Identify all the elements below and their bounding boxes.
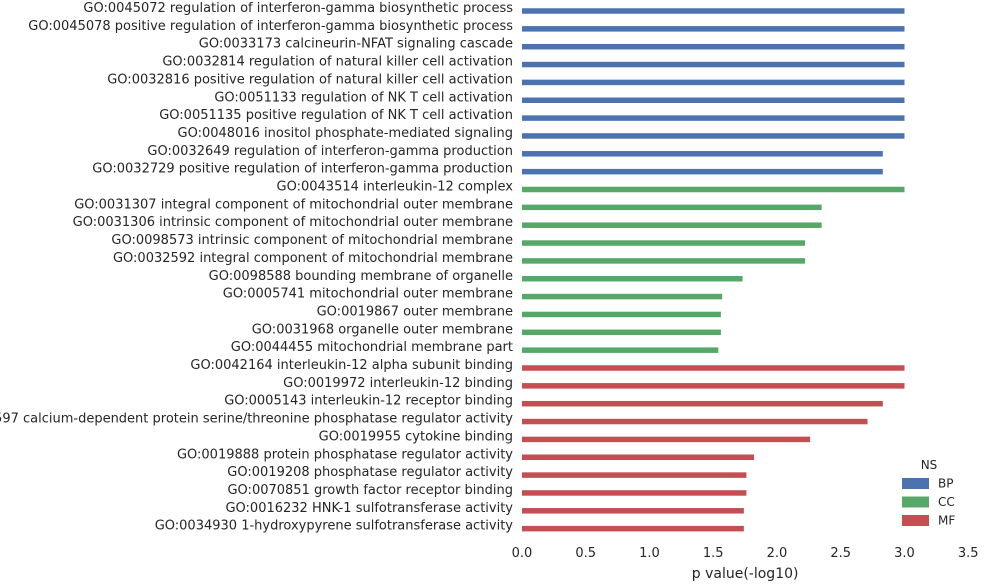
- legend-swatch-cc: [902, 496, 929, 508]
- category-label: GO:0031307 integral component of mitocho…: [74, 197, 513, 212]
- legend: NS BP CC MF: [902, 458, 955, 528]
- category-label: GO:0045078 positive regulation of interf…: [28, 19, 513, 34]
- bar: [522, 490, 747, 496]
- category-labels: GO:0045072 regulation of interferon-gamm…: [0, 1, 513, 534]
- category-label: GO:0032814 regulation of natural killer …: [162, 55, 513, 70]
- bar: [522, 61, 905, 68]
- bar: [522, 222, 822, 228]
- category-label: GO:0032816 positive regulation of natura…: [107, 72, 513, 87]
- bar: [522, 383, 905, 389]
- category-label: GO:0051133 regulation of NK T cell activ…: [214, 90, 513, 105]
- category-label: GO:0042164 interleukin-12 alpha subunit …: [190, 358, 513, 373]
- category-label: GO:0098588 bounding membrane of organell…: [209, 269, 513, 284]
- bar: [522, 133, 905, 139]
- category-label: GO:0031968 organelle outer membrane: [252, 322, 513, 337]
- bar: [522, 311, 721, 318]
- category-label: GO:0019888 protein phosphatase regulator…: [177, 447, 513, 462]
- bar: [522, 8, 905, 14]
- legend-label-mf: MF: [938, 514, 955, 528]
- category-label: GO:0019867 outer membrane: [317, 304, 513, 319]
- bar: [522, 258, 806, 264]
- category-label: GO:0048016 inositol phosphate-mediated s…: [178, 126, 513, 141]
- bar: [522, 454, 755, 460]
- bar: [522, 525, 744, 532]
- legend-label-cc: CC: [938, 495, 955, 509]
- x-axis-label: p value(-log10): [692, 566, 799, 582]
- x-tick-label: 2.0: [767, 546, 788, 561]
- category-label: GO:0043514 interleukin-12 complex: [277, 180, 514, 195]
- category-label: GO:0034930 1-hydroxypyrene sulfotransfer…: [155, 519, 514, 534]
- category-label: GO:0070851 growth factor receptor bindin…: [227, 483, 513, 498]
- bar: [522, 293, 723, 300]
- category-label: GO:0019972 interleukin-12 binding: [283, 376, 513, 391]
- legend-title: NS: [921, 458, 938, 472]
- bar: [522, 26, 905, 32]
- x-tick-label: 3.5: [958, 546, 979, 561]
- bar: [522, 115, 905, 121]
- bar: [522, 97, 905, 103]
- bar: [522, 329, 721, 336]
- bar: [522, 168, 883, 175]
- x-tick-label: 0.5: [575, 546, 596, 561]
- category-label: GO:0016232 HNK-1 sulfotransferase activi…: [225, 501, 513, 516]
- bar: [522, 186, 905, 193]
- category-label: GO:0019955 cytokine binding: [319, 429, 513, 444]
- category-label: GO:0051135 positive regulation of NK T c…: [159, 108, 513, 123]
- category-label: GO:0008597 calcium-dependent protein ser…: [0, 412, 513, 427]
- bar: [522, 508, 744, 514]
- category-label: GO:0098573 intrinsic component of mitoch…: [111, 233, 513, 248]
- bar: [522, 436, 811, 443]
- bar: [522, 276, 743, 282]
- legend-label-bp: BP: [938, 477, 953, 491]
- category-label: GO:0032729 positive regulation of interf…: [92, 162, 513, 177]
- category-label: GO:0005741 mitochondrial outer membrane: [223, 287, 513, 302]
- bar: [522, 240, 806, 246]
- bar: [522, 472, 747, 478]
- category-label: GO:0032649 regulation of interferon-gamm…: [147, 144, 513, 159]
- category-label: GO:0005143 interleukin-12 receptor bindi…: [224, 394, 513, 409]
- bar: [522, 151, 883, 157]
- x-tick-label: 0.0: [512, 546, 533, 561]
- bars-layer: [522, 8, 905, 532]
- bar: [522, 43, 905, 50]
- x-axis-ticks: 0.0 0.5 1.0 1.5 2.0 2.5 3.0 3.5: [512, 546, 979, 561]
- bar: [522, 79, 905, 86]
- x-tick-label: 1.0: [639, 546, 660, 561]
- x-tick-label: 3.0: [894, 546, 915, 561]
- legend-swatch-bp: [902, 478, 929, 489]
- bar: [522, 204, 822, 211]
- bar: [522, 418, 868, 425]
- category-label: GO:0044455 mitochondrial membrane part: [231, 340, 513, 355]
- bar: [522, 347, 719, 353]
- category-label: GO:0032592 integral component of mitocho…: [113, 251, 513, 266]
- category-label: GO:0019208 phosphatase regulator activit…: [227, 465, 513, 480]
- bar: [522, 365, 905, 371]
- bar: [522, 400, 883, 407]
- category-label: GO:0031306 intrinsic component of mitoch…: [73, 215, 513, 230]
- x-tick-label: 1.5: [703, 546, 724, 561]
- category-label: GO:0045072 regulation of interferon-gamm…: [83, 1, 513, 16]
- category-label: GO:0033173 calcineurin-NFAT signaling ca…: [199, 37, 513, 52]
- legend-swatch-mf: [902, 515, 929, 526]
- x-tick-label: 2.5: [830, 546, 851, 561]
